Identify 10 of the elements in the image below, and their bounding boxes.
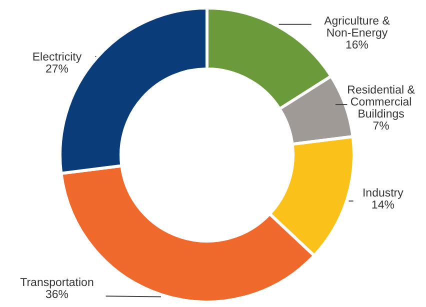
slice-label: Transportation xyxy=(20,277,94,290)
slice-label: Residential & Commercial Buildings xyxy=(347,84,416,121)
slice-label: Electricity xyxy=(32,51,82,64)
data-label: 36% xyxy=(45,289,69,302)
data-label: 16% xyxy=(345,39,369,52)
data-label: 7% xyxy=(372,120,390,133)
data-label: 14% xyxy=(371,199,394,212)
slice-label: Agriculture & Non-Energy xyxy=(324,15,390,40)
data-label: 27% xyxy=(45,63,69,76)
slice-label: Industry xyxy=(362,187,404,200)
